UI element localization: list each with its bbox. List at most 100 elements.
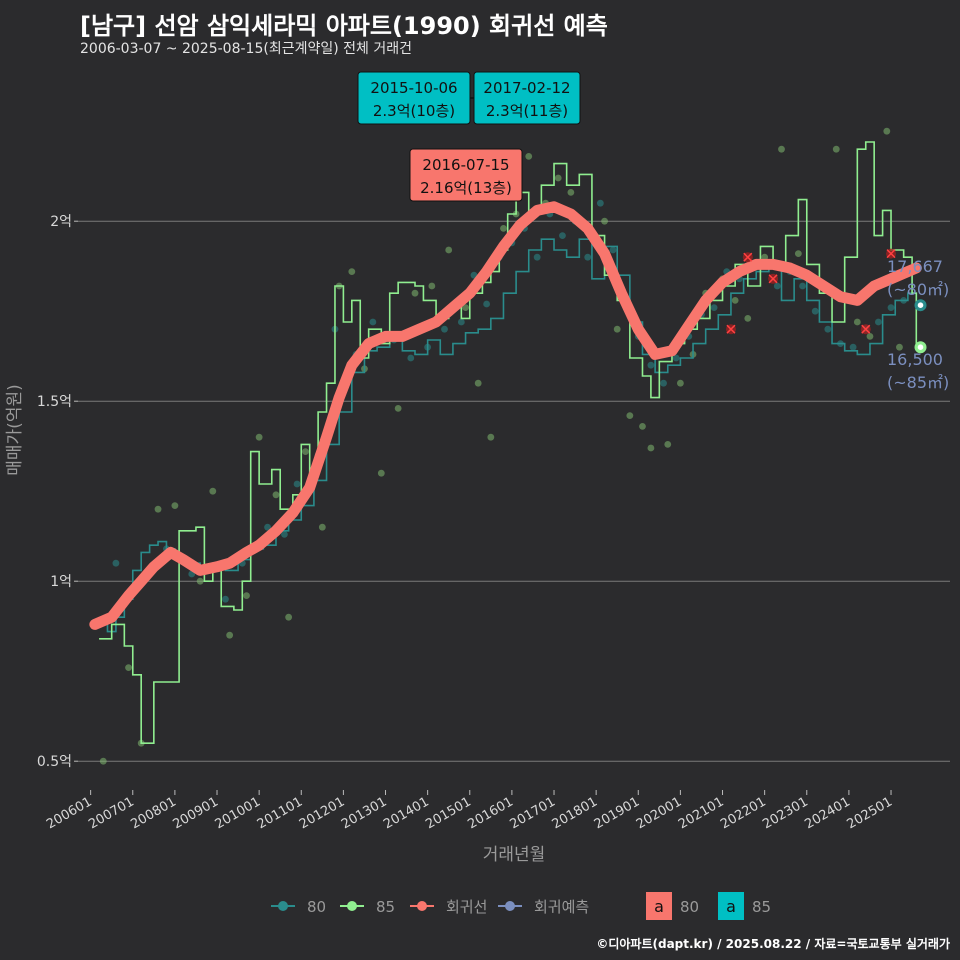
legend-key-dot: [417, 901, 427, 911]
point-80: [293, 480, 301, 488]
annotation-price: 2.16억(13층): [420, 179, 512, 197]
y-tick-label: 1.5억: [37, 394, 72, 410]
end-value-label: 16,500: [887, 350, 943, 369]
point-85: [445, 246, 453, 254]
point-85: [394, 405, 402, 412]
x-tick-label: 202501: [845, 794, 895, 832]
point-85: [613, 325, 621, 333]
x-tick-label: 201301: [339, 794, 389, 832]
x-tick-label: 200601: [44, 794, 94, 832]
legend-key-dot: [347, 901, 357, 911]
point-80: [407, 354, 415, 362]
point-85: [639, 423, 646, 430]
point-85: [647, 444, 655, 452]
x-tick-label: 200701: [86, 794, 136, 832]
point-85: [411, 289, 419, 297]
point-80: [887, 304, 895, 311]
point-80: [849, 343, 857, 351]
legend-label: 80: [307, 898, 326, 916]
x-tick-label: 201501: [423, 794, 473, 832]
point-80: [281, 531, 288, 538]
chart-subtitle: 2006-03-07 ~ 2025-08-15(최근계약일) 전체 거래건: [80, 41, 412, 57]
y-tick-label: 0.5억: [37, 754, 72, 770]
cancelled-x: [743, 252, 753, 262]
regression-line: [89, 201, 922, 630]
line-85: [99, 141, 918, 744]
x-tick-label: 201401: [381, 794, 431, 832]
grid-lines: [78, 220, 950, 762]
point-80: [660, 379, 667, 387]
point-80: [584, 253, 592, 261]
annotation-box: [409, 148, 523, 202]
point-85: [462, 304, 469, 311]
point-85: [676, 379, 684, 387]
x-tick-label: 201201: [297, 794, 347, 832]
y-tick-label: 2억: [50, 214, 72, 230]
point-80: [874, 318, 882, 326]
point-85: [883, 127, 891, 135]
marks: 17,667 (~80㎡) 16,500 (~85㎡): [725, 248, 949, 392]
point-85: [318, 523, 326, 531]
x-tick-label: 201601: [465, 794, 515, 832]
legend-fill-glyph: a: [726, 897, 736, 916]
cancelled-x: [726, 324, 736, 334]
point-85: [601, 217, 608, 225]
legend-key-dot: [505, 901, 515, 911]
point-80: [533, 253, 541, 261]
point-80: [264, 523, 271, 531]
end-point-core: [917, 344, 924, 351]
x-axis-title: 거래년월: [483, 845, 546, 865]
point-85: [272, 491, 280, 499]
point-80: [647, 361, 655, 369]
chart-title: [남구] 선암 삼익세라믹 아파트(1990) 회귀선 예측: [80, 12, 608, 40]
legend-label: 회귀예측: [534, 898, 589, 916]
legend-key-dot: [278, 901, 288, 911]
cancelled-x: [861, 324, 871, 334]
point-85: [99, 757, 107, 765]
x-tick-label: 201101: [255, 794, 305, 832]
point-85: [474, 379, 482, 387]
point-85: [896, 343, 903, 351]
x-tick-label: 202001: [634, 794, 684, 832]
series-lines: [89, 141, 922, 744]
legend-fill-label: 80: [680, 898, 699, 916]
point-85: [209, 487, 217, 495]
point-80: [824, 325, 832, 333]
point-80: [609, 246, 617, 254]
annotation-date: 2015-10-06: [370, 79, 457, 97]
point-85: [500, 225, 507, 232]
cancelled-x: [768, 274, 778, 284]
x-tick-label: 201701: [508, 794, 558, 832]
point-85: [567, 189, 575, 196]
point-85: [285, 613, 293, 621]
x-tick-label: 200801: [128, 794, 178, 832]
point-85: [377, 469, 385, 477]
point-85: [171, 502, 179, 509]
point-85: [428, 282, 436, 290]
x-tick-label: 202401: [802, 794, 852, 832]
point-85: [794, 250, 802, 257]
point-80: [596, 199, 604, 207]
point-80: [457, 318, 465, 326]
annotation-price: 2.3억(11층): [486, 102, 568, 120]
annotations: 2015-10-06 2.3억(10층) 2017-02-12 2.3억(11층) 20…: [357, 71, 581, 202]
y-axis-title: 매매가(억원): [5, 384, 25, 475]
point-85: [525, 153, 533, 160]
credit-line: ©디아파트(dapt.kr) / 2025.08.22 / 자료=국토교통부 실…: [596, 937, 950, 951]
point-85: [626, 412, 634, 419]
x-tick-label: 202301: [760, 794, 810, 832]
point-80: [710, 304, 718, 311]
point-80: [112, 559, 120, 567]
legend-fill-key: [646, 892, 672, 920]
x-tick-label: 201001: [213, 794, 263, 832]
point-80: [773, 282, 781, 290]
point-85: [778, 145, 785, 153]
point-85: [196, 577, 204, 585]
legend-label: 회귀선: [446, 898, 487, 916]
x-tick-label: 200901: [171, 794, 221, 832]
point-85: [554, 174, 562, 182]
x-tick-label: 202101: [676, 794, 726, 832]
end-area-label: (~80㎡): [887, 280, 949, 299]
point-80: [672, 354, 680, 362]
point-85: [348, 268, 356, 275]
